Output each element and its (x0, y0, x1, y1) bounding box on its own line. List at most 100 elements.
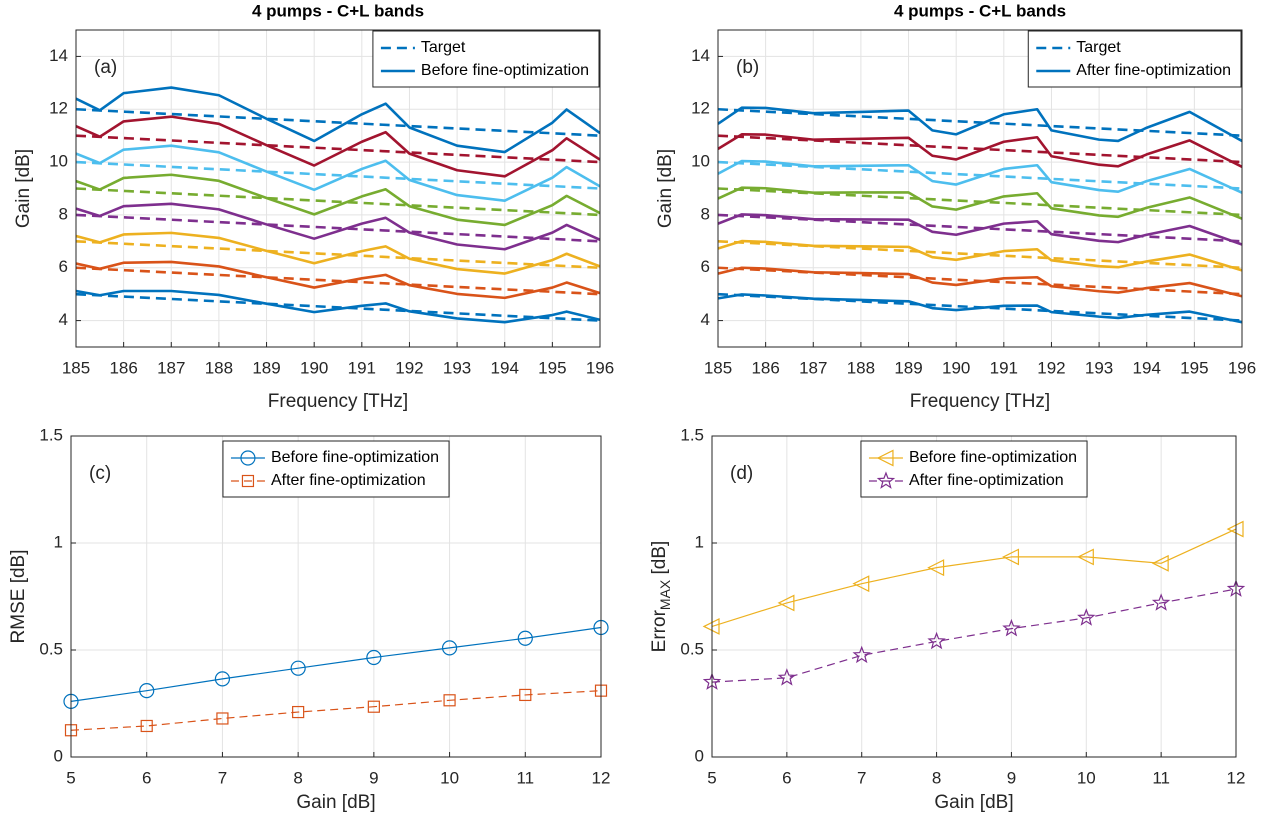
series-line (718, 266, 1242, 298)
x-tick-label: 12 (592, 768, 611, 787)
x-tick-label: 187 (799, 358, 827, 377)
series-line (76, 144, 600, 202)
y-tick-label: 0 (54, 746, 63, 765)
y-tick-label: 0.5 (39, 639, 63, 658)
marker (876, 471, 896, 489)
marker (1077, 608, 1096, 626)
x-tick-label: 191 (348, 358, 376, 377)
x-tick-label: 191 (990, 358, 1018, 377)
x-tick-label: 192 (395, 358, 423, 377)
marker (441, 640, 458, 656)
series-line (71, 690, 601, 731)
marker (139, 683, 155, 699)
series-line (718, 106, 1242, 143)
y-axis-label: RMSE [dB] (8, 550, 29, 644)
axes: 5 6 7 8 9 10 11 12 0 0.5 1 1.5 (d) Gain [dB] ErrorMAX … (649, 425, 1245, 813)
panel-label: (b) (736, 57, 759, 78)
y-tick-label: 6 (701, 257, 710, 276)
x-tick-label: 185 (62, 358, 90, 377)
x-axis-label: Frequency [THz] (268, 391, 408, 412)
x-tick-label: 190 (942, 358, 970, 377)
x-tick-label: 7 (857, 768, 866, 787)
series-line (718, 239, 1242, 272)
series-line (718, 107, 1242, 137)
legend-label: Before fine-optimization (271, 449, 439, 466)
marker (1076, 548, 1094, 566)
x-tick-label: 9 (1007, 768, 1016, 787)
x-axis-label: Frequency [THz] (910, 391, 1050, 412)
marker (852, 575, 870, 593)
x-tick-label: 196 (1228, 358, 1256, 377)
series-line (712, 588, 1236, 683)
axes-frame (75, 29, 601, 348)
y-axis-label: ErrorMAX [dB] (649, 541, 673, 653)
y-tick-label: 4 (59, 310, 68, 329)
x-tick-label: 10 (440, 768, 459, 787)
y-axis-label: Gain [dB] (655, 149, 676, 228)
series-line (76, 266, 600, 296)
legend: Target Before fine-optimization (372, 30, 600, 88)
y-axis-label: Gain [dB] (13, 149, 34, 228)
y-axis-label-suffix: [dB] (649, 541, 670, 580)
plot-area (712, 528, 1236, 683)
panel-label: (d) (730, 463, 753, 484)
y-tick-label: 1 (54, 532, 63, 551)
x-axis-label: Gain [dB] (934, 792, 1013, 813)
y-axis-label-subscript: MAX (657, 579, 673, 610)
x-tick-label: 10 (1077, 768, 1096, 787)
series-line (718, 186, 1242, 220)
y-tick-label: 10 (691, 152, 710, 171)
marker (777, 594, 795, 612)
x-tick-label: 188 (847, 358, 875, 377)
legend-box (860, 440, 1088, 498)
marker (519, 688, 532, 702)
y-tick-label: 8 (59, 204, 68, 223)
series-line (712, 528, 1236, 628)
series-line (71, 626, 601, 702)
x-tick-label: 195 (1180, 358, 1208, 377)
x-tick-label: 189 (252, 358, 280, 377)
series-line (76, 187, 600, 217)
axes: 185 186 187 188 189 190 191 192 193 194 195 196 4 6 8 1… (655, 1, 1256, 412)
y-tick-label: 1 (695, 532, 704, 551)
series-line (76, 231, 600, 275)
marker (140, 719, 153, 733)
legend-label: After fine-optimization (271, 472, 426, 489)
legend-label: Before fine-optimization (421, 62, 589, 79)
marker (366, 649, 382, 666)
x-tick-label: 194 (491, 358, 519, 377)
y-tick-label: 1.5 (680, 425, 704, 444)
marker (1002, 618, 1021, 637)
y-tick-label: 8 (701, 204, 710, 223)
series-line (76, 86, 600, 154)
marker (876, 449, 894, 467)
marker (290, 660, 306, 676)
x-tick-label: 185 (704, 358, 732, 377)
legend-box (372, 30, 600, 88)
legend: Before fine-optimization After fine-optim… (222, 440, 450, 498)
y-tick-label: 4 (701, 310, 710, 329)
series-line (76, 107, 600, 137)
y-tick-label: 12 (49, 99, 68, 118)
legend-label: After fine-optimization (909, 472, 1064, 489)
x-tick-label: 7 (218, 768, 227, 787)
legend-box (222, 440, 450, 498)
x-tick-label: 188 (205, 358, 233, 377)
series-line (76, 160, 600, 190)
x-tick-label: 193 (1085, 358, 1113, 377)
marker (852, 645, 871, 664)
x-tick-label: 9 (369, 768, 378, 787)
marker (240, 450, 256, 466)
y-tick-label: 6 (59, 257, 68, 276)
chart-title: 4 pumps - C+L bands (252, 1, 424, 20)
x-tick-label: 193 (443, 358, 471, 377)
y-tick-label: 14 (691, 46, 710, 65)
plot-area (718, 106, 1242, 324)
series-line (76, 289, 600, 324)
marker (367, 700, 380, 713)
chart-title: 4 pumps - C+L bands (894, 1, 1066, 20)
x-tick-label: 186 (109, 358, 137, 377)
marker (1151, 593, 1171, 611)
x-tick-label: 196 (586, 358, 614, 377)
